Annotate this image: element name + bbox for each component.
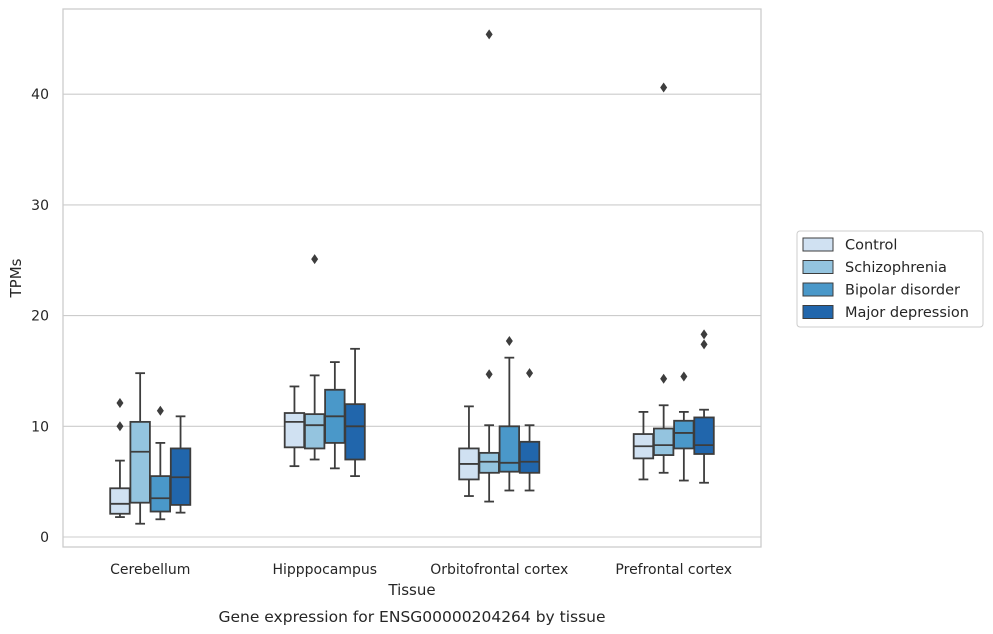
outlier-0 — [505, 336, 513, 347]
box-3-1 — [344, 347, 366, 478]
box-body — [303, 413, 326, 450]
box-0-2 — [458, 405, 480, 497]
box-1-2 — [478, 29, 500, 503]
box-body — [283, 412, 306, 449]
box-0-1 — [283, 385, 306, 468]
outlier-0 — [526, 368, 534, 379]
box-2-0 — [149, 405, 172, 521]
box-body — [129, 420, 151, 504]
legend-label-0: Control — [845, 238, 897, 254]
plot-frame — [62, 8, 762, 548]
box-1-1 — [303, 254, 326, 461]
outlier-0 — [680, 371, 688, 382]
y-tick-label-0: 0 — [40, 530, 49, 546]
outlier-1 — [700, 329, 708, 340]
outlier-0 — [485, 369, 493, 380]
x-axis: Cerebellum Hipppocampus Orbitofrontal cort… — [110, 562, 732, 578]
legend-swatch-2 — [802, 282, 834, 297]
legend-label-3: Major depression — [845, 305, 969, 321]
x-tick-label-0: Cerebellum — [110, 562, 190, 578]
box-body — [518, 440, 541, 474]
legend-swatch-0 — [802, 237, 834, 252]
box-2-2 — [498, 336, 521, 492]
box-3-0 — [169, 415, 192, 514]
chart-caption: Gene expression for ENSG00000204264 by t… — [218, 608, 605, 626]
gridlines — [63, 93, 761, 538]
x-tick-label-3: Prefrontal cortex — [615, 562, 732, 578]
y-tick-label-20: 20 — [31, 309, 49, 325]
box-body — [673, 419, 695, 450]
x-tick-label-2: Orbitofrontal cortex — [430, 562, 568, 578]
outlier-1 — [485, 29, 493, 40]
box-body — [149, 475, 172, 513]
box-3-2 — [518, 368, 541, 492]
box-3-3 — [693, 329, 715, 484]
legend-frame — [796, 230, 984, 328]
outlier-0 — [700, 339, 708, 350]
x-axis-label: Tissue — [387, 581, 435, 599]
box-body — [478, 451, 500, 474]
box-body — [653, 427, 675, 456]
outlier-0 — [156, 405, 164, 416]
legend-label-1: Schizophrenia — [845, 260, 947, 276]
y-tick-label-10: 10 — [31, 419, 49, 435]
plot-marks — [109, 29, 715, 525]
box-0-0 — [109, 398, 131, 518]
y-tick-label-30: 30 — [31, 198, 49, 214]
box-1-3 — [653, 82, 675, 474]
box-body — [344, 403, 366, 461]
y-axis-label: TPMs — [7, 258, 25, 298]
legend-label-2: Bipolar disorder — [845, 283, 960, 299]
box-body — [498, 425, 521, 473]
y-tick-label-40: 40 — [31, 87, 49, 103]
legend-swatch-3 — [802, 305, 834, 319]
box-1-0 — [129, 372, 151, 525]
box-2-1 — [324, 361, 346, 470]
y-axis: 0 10 20 30 40 — [31, 87, 49, 546]
box-0-3 — [632, 411, 655, 481]
outlier-0 — [311, 254, 319, 265]
legend-swatch-1 — [802, 260, 834, 274]
legend: Control Schizophrenia Bipolar disorder Majo… — [796, 230, 984, 328]
outlier-0 — [116, 421, 124, 432]
x-tick-label-1: Hipppocampus — [272, 562, 377, 578]
box-2-3 — [673, 371, 695, 482]
outlier-1 — [660, 82, 668, 93]
box-body — [693, 416, 715, 455]
box-body — [109, 487, 131, 515]
outlier-0 — [660, 373, 668, 384]
outlier-1 — [116, 398, 124, 409]
